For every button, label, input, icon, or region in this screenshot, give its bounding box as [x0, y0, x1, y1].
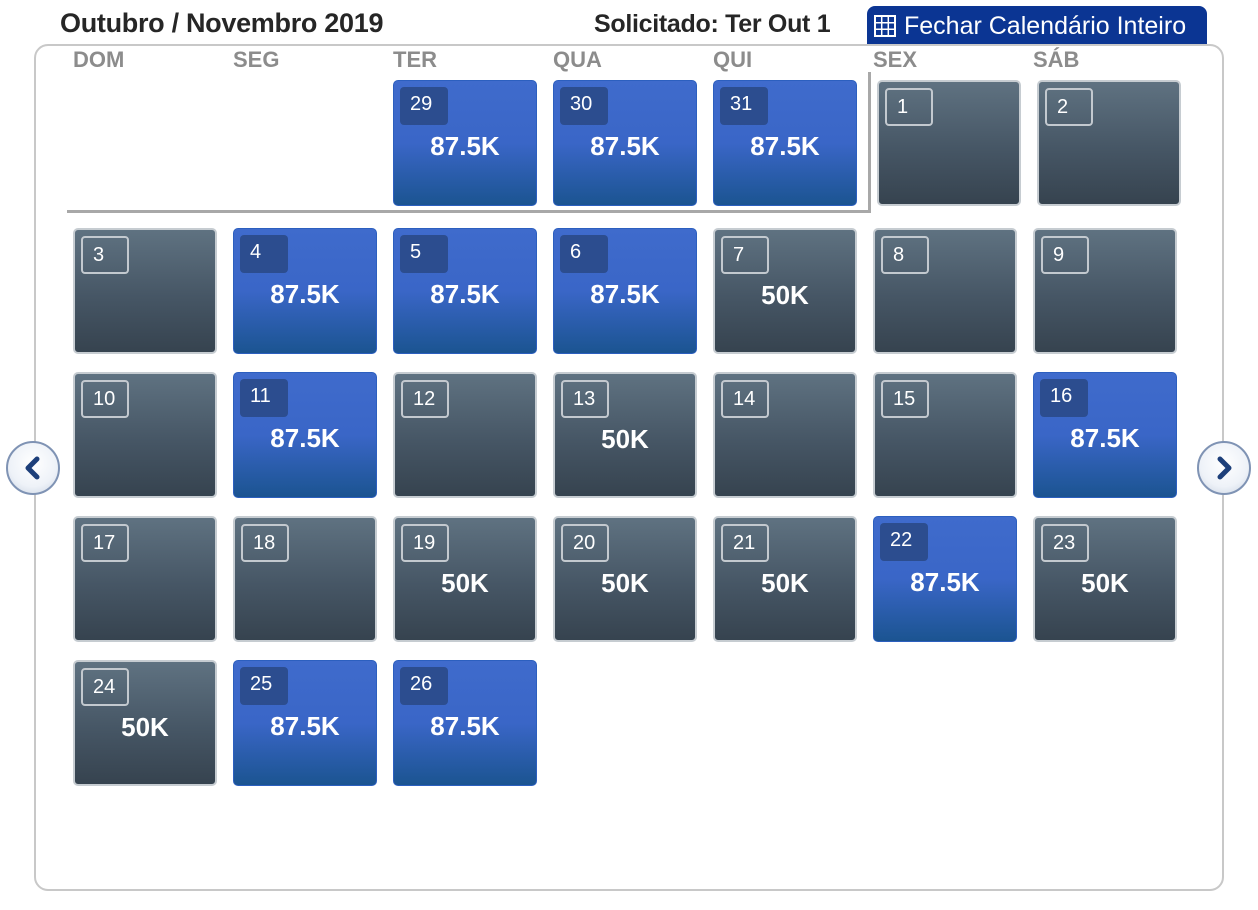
day-number: 22	[880, 523, 928, 561]
month-divider	[868, 72, 871, 213]
day-price: 50K	[121, 712, 169, 742]
day-cell: 3	[73, 228, 217, 354]
day-number: 11	[240, 379, 288, 417]
day-cell: 23 50K	[1033, 516, 1177, 642]
day-cell: 8	[873, 228, 1017, 354]
day-price: 50K	[601, 424, 649, 454]
day-number: 29	[400, 87, 448, 125]
day-cell: 14	[713, 372, 857, 498]
chevron-left-icon	[25, 456, 40, 480]
day-cell: 15	[873, 372, 1017, 498]
day-cell[interactable]: 31 87.5K	[713, 80, 857, 206]
day-number: 26	[400, 667, 448, 705]
day-cell[interactable]: 5 87.5K	[393, 228, 537, 354]
day-cell: 2	[1037, 80, 1181, 206]
day-cell: 1	[877, 80, 1021, 206]
day-number: 9	[1041, 236, 1089, 274]
day-price: 50K	[1081, 568, 1129, 598]
day-number: 15	[881, 380, 929, 418]
day-number: 1	[885, 88, 933, 126]
day-number: 17	[81, 524, 129, 562]
day-number: 23	[1041, 524, 1089, 562]
day-number: 10	[81, 380, 129, 418]
day-number: 5	[400, 235, 448, 273]
day-price: 87.5K	[270, 279, 340, 309]
day-cell: 17	[73, 516, 217, 642]
day-cell: 24 50K	[73, 660, 217, 786]
day-cell[interactable]: 25 87.5K	[233, 660, 377, 786]
weekday-label: TER	[393, 47, 437, 72]
day-number: 13	[561, 380, 609, 418]
day-number: 21	[721, 524, 769, 562]
day-cell: 10	[73, 372, 217, 498]
day-number: 8	[881, 236, 929, 274]
day-cell[interactable]: 11 87.5K	[233, 372, 377, 498]
day-cell[interactable]: 22 87.5K	[873, 516, 1017, 642]
day-number: 30	[560, 87, 608, 125]
requested-date: Solicitado: Ter Out 1	[594, 10, 831, 38]
day-cell: 12	[393, 372, 537, 498]
day-price: 87.5K	[750, 131, 820, 161]
day-number: 14	[721, 380, 769, 418]
calendar-title: Outubro / Novembro 2019	[60, 8, 384, 38]
day-number: 19	[401, 524, 449, 562]
day-number: 2	[1045, 88, 1093, 126]
weekday-label: SEG	[233, 47, 280, 72]
day-price: 87.5K	[270, 423, 340, 453]
day-cell: 21 50K	[713, 516, 857, 642]
day-cell[interactable]: 4 87.5K	[233, 228, 377, 354]
month-divider	[67, 210, 871, 213]
weekday-label: SÁB	[1033, 47, 1080, 72]
day-number: 7	[721, 236, 769, 274]
day-cell[interactable]: 16 87.5K	[1033, 372, 1177, 498]
day-number: 6	[560, 235, 608, 273]
calendar-grid-icon	[874, 15, 896, 37]
day-price: 87.5K	[430, 711, 500, 741]
close-full-calendar-button[interactable]: Fechar Calendário Inteiro	[867, 6, 1207, 46]
day-cell: 7 50K	[713, 228, 857, 354]
day-cell: 9	[1033, 228, 1177, 354]
day-number: 25	[240, 667, 288, 705]
next-month-button[interactable]	[1197, 441, 1251, 495]
day-cell[interactable]: 29 87.5K	[393, 80, 537, 206]
day-cell: 13 50K	[553, 372, 697, 498]
day-price: 87.5K	[430, 279, 500, 309]
chevron-right-icon	[1217, 456, 1232, 480]
day-price: 50K	[441, 568, 489, 598]
day-price: 87.5K	[270, 711, 340, 741]
day-cell[interactable]: 26 87.5K	[393, 660, 537, 786]
day-number: 20	[561, 524, 609, 562]
day-price: 50K	[761, 280, 809, 310]
weekday-label: DOM	[73, 47, 125, 72]
day-price: 87.5K	[910, 567, 980, 597]
day-number: 24	[81, 668, 129, 706]
day-price: 50K	[601, 568, 649, 598]
day-cell: 18	[233, 516, 377, 642]
day-number: 31	[720, 87, 768, 125]
day-number: 18	[241, 524, 289, 562]
day-price: 87.5K	[590, 131, 660, 161]
weekday-label: QUA	[553, 47, 602, 72]
weekday-label: SEX	[873, 47, 918, 72]
day-number: 16	[1040, 379, 1088, 417]
previous-month-button[interactable]	[6, 441, 60, 495]
day-cell: 19 50K	[393, 516, 537, 642]
close-full-calendar-label: Fechar Calendário Inteiro	[904, 11, 1187, 40]
day-number: 3	[81, 236, 129, 274]
day-price: 50K	[761, 568, 809, 598]
day-price: 87.5K	[430, 131, 500, 161]
day-cell: 20 50K	[553, 516, 697, 642]
day-cell[interactable]: 30 87.5K	[553, 80, 697, 206]
day-cell[interactable]: 6 87.5K	[553, 228, 697, 354]
day-number: 4	[240, 235, 288, 273]
weekday-label: QUI	[713, 47, 753, 72]
day-price: 87.5K	[590, 279, 660, 309]
day-price: 87.5K	[1070, 423, 1140, 453]
day-number: 12	[401, 380, 449, 418]
